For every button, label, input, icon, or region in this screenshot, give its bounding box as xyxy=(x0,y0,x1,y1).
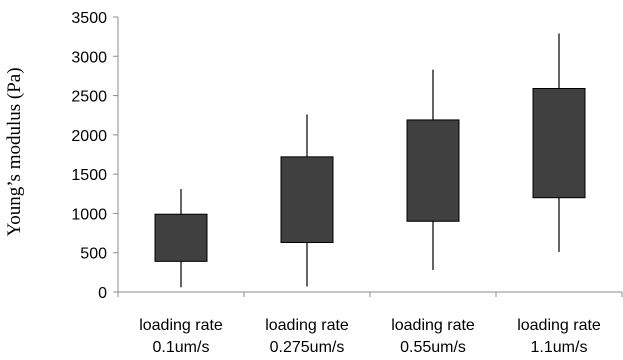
y-tick-label: 500 xyxy=(80,246,107,263)
interquartile-box xyxy=(280,156,334,244)
y-ticks: 0 500 1000 1500 2000 2500 3000 3500 xyxy=(71,10,118,302)
y-tick-label: 2500 xyxy=(71,89,107,106)
x-tick-label-line1: loading rate xyxy=(265,317,349,334)
y-tick-label: 0 xyxy=(98,285,107,302)
y-tick-label: 2000 xyxy=(71,128,107,145)
x-tick-label-line2: 0.1um/s xyxy=(153,339,210,356)
y-axis-label: Young’s modulus (Pa) xyxy=(4,67,25,236)
x-tick-label-line2: 0.55um/s xyxy=(400,339,466,356)
y-tick-label: 1000 xyxy=(71,206,107,223)
x-tick-label-line1: loading rate xyxy=(391,317,475,334)
y-tick-label: 3000 xyxy=(71,49,107,66)
y-tick-label: 1500 xyxy=(71,167,107,184)
x-tick-label-line1: loading rate xyxy=(139,317,223,334)
interquartile-box xyxy=(532,88,586,199)
box-2 xyxy=(280,114,334,287)
x-tick-label-line1: loading rate xyxy=(517,317,601,334)
interquartile-box xyxy=(154,213,208,262)
boxes xyxy=(154,33,586,288)
x-tick-label-line2: 1.1um/s xyxy=(531,339,588,356)
x-tick-label-line2: 0.275um/s xyxy=(270,339,345,356)
box-3 xyxy=(406,69,460,270)
box-1 xyxy=(154,189,208,288)
y-tick-label: 3500 xyxy=(71,10,107,27)
box-4 xyxy=(532,33,586,252)
interquartile-box xyxy=(406,119,460,222)
axes xyxy=(117,17,623,297)
x-tick-labels: loading rate 0.1um/s loading rate 0.275um/s… xyxy=(139,317,601,356)
